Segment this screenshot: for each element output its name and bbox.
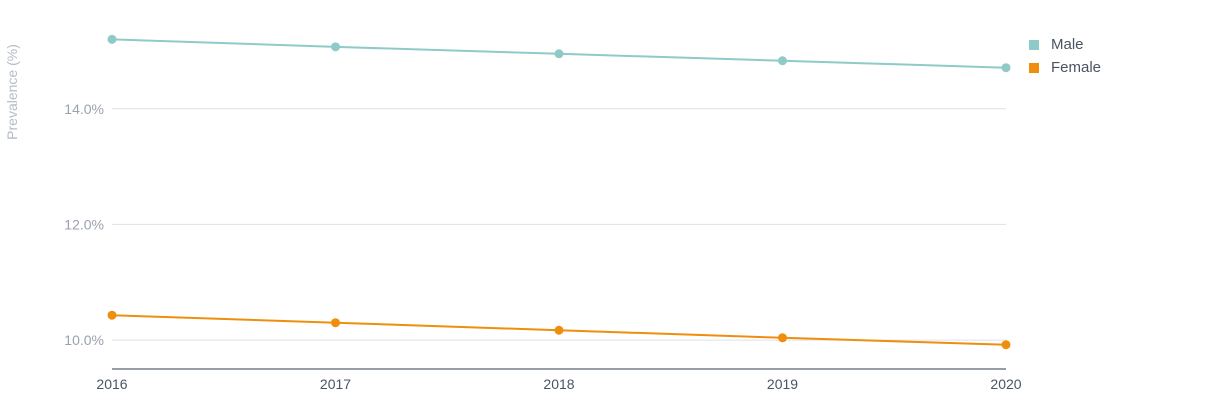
legend-item-male[interactable]: Male — [1029, 33, 1101, 56]
legend-label: Male — [1051, 36, 1084, 53]
y-tick-label: 10.0% — [64, 332, 104, 348]
data-point-female[interactable] — [107, 310, 117, 320]
legend-swatch — [1029, 62, 1039, 73]
data-point-female[interactable] — [1001, 340, 1011, 350]
x-tick-label: 2020 — [990, 376, 1021, 392]
data-point-female[interactable] — [331, 318, 340, 328]
x-tick-label: 2019 — [767, 376, 798, 392]
x-tick-label: 2018 — [543, 376, 574, 392]
data-point-male[interactable] — [1001, 63, 1011, 73]
legend-item-female[interactable]: Female — [1029, 56, 1101, 79]
data-point-male[interactable] — [554, 49, 564, 59]
data-point-female[interactable] — [554, 325, 564, 335]
y-tick-label: 12.0% — [64, 216, 104, 232]
x-tick-label: 2017 — [320, 376, 351, 392]
y-axis-label: Prevalence (%) — [4, 44, 20, 140]
data-point-male[interactable] — [331, 42, 340, 52]
data-point-male[interactable] — [107, 34, 117, 44]
data-point-female[interactable] — [778, 333, 787, 343]
legend-label: Female — [1051, 59, 1102, 76]
chart-legend: Male Female — [1029, 33, 1101, 79]
x-tick-label: 2016 — [96, 376, 127, 392]
legend-swatch — [1029, 39, 1039, 50]
data-point-male[interactable] — [778, 56, 787, 66]
y-tick-label: 14.0% — [64, 101, 104, 117]
